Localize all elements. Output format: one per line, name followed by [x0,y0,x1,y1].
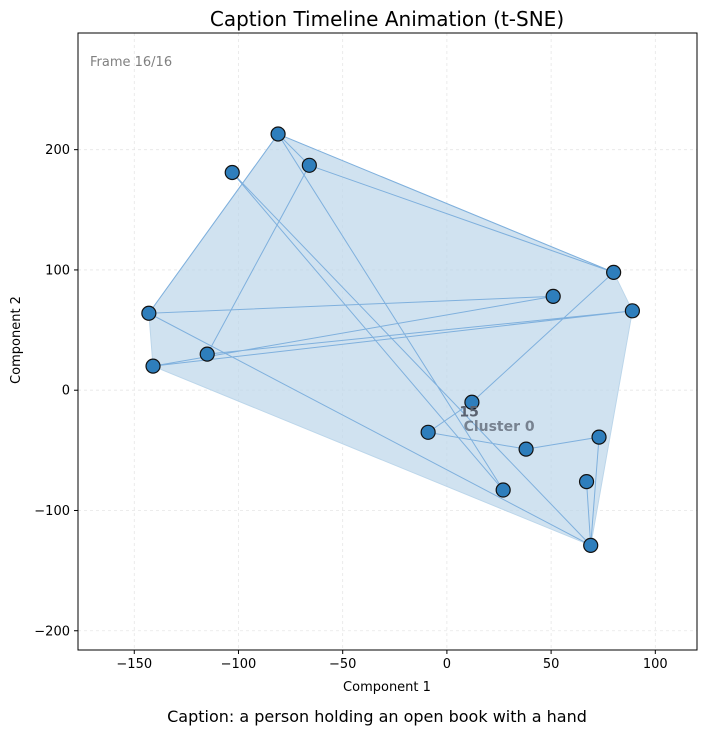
frame-label: Frame 16/16 [90,55,172,70]
y-axis-ticks: −200 −100 0 100 200 [34,143,78,639]
data-point [224,164,240,181]
data-point [145,358,161,374]
data-points [141,126,640,553]
data-point [545,288,561,304]
x-tick-label: −100 [221,657,257,672]
x-tick-label: 50 [543,657,560,672]
data-point [518,441,534,457]
data-point [141,305,157,321]
data-point [578,474,595,490]
data-point [583,537,599,553]
data-point [606,264,622,280]
data-point [199,346,215,362]
caption: Caption: a person holding an open book w… [167,707,587,726]
y-axis-label: Component 2 [9,296,24,384]
annotation-label: Cluster 0 [464,419,535,435]
x-tick-label: 100 [643,657,668,672]
y-tick-label: 200 [45,143,70,158]
y-tick-label: 100 [45,263,70,278]
data-point [591,429,607,445]
data-point [624,303,640,319]
data-point [420,424,436,440]
annotation-label: 15 [459,405,478,421]
cluster-hull [148,133,633,547]
x-tick-label: 0 [443,657,451,672]
y-tick-label: 0 [62,384,70,399]
data-point [464,394,480,410]
y-tick-label: −200 [34,624,70,639]
x-axis-label: Component 1 [343,680,431,695]
data-point [301,157,317,173]
chart-title: Caption Timeline Animation (t-SNE) [210,7,564,31]
data-point [495,482,511,498]
data-point [270,126,286,142]
x-axis-ticks: −150 −100 −50 0 50 100 [116,650,668,672]
x-tick-label: −150 [116,657,152,672]
plot-frame [77,32,698,651]
y-tick-label: −100 [34,504,70,519]
x-tick-label: −50 [329,657,356,672]
